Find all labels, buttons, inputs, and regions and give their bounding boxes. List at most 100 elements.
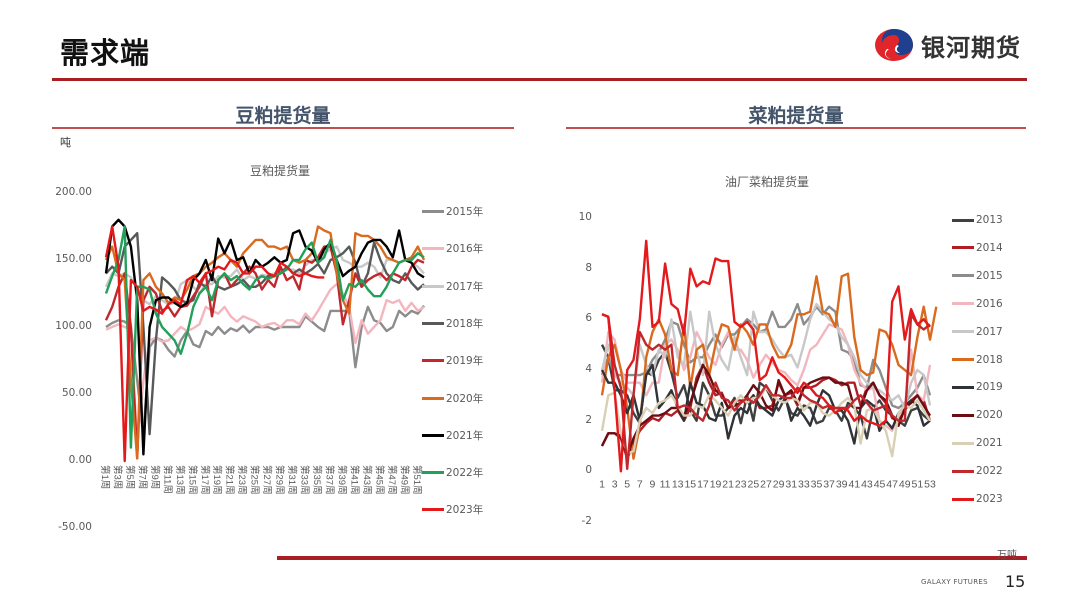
series-line-2019年 (104, 245, 425, 460)
legend-swatch (422, 359, 444, 363)
legend-swatch (422, 284, 444, 288)
section-divider-rapemeal (566, 127, 1026, 129)
legend-label: 2020 (976, 409, 1003, 422)
legend-swatch (952, 246, 974, 250)
section-title-soymeal: 豆粕提货量 (235, 105, 331, 127)
legend-label: 2020年 (446, 392, 484, 405)
x-tick-label: 第17周 (199, 465, 211, 495)
legend-label: 2013 (976, 214, 1003, 226)
legend-item: 2016 (952, 298, 1003, 310)
y-tick-label: -2 (581, 515, 592, 527)
x-tick-label: 15 (684, 478, 696, 490)
legend-item: 2021年 (422, 428, 483, 443)
legend-item: 2020年 (422, 391, 483, 406)
x-tick-label: 35 (811, 478, 823, 490)
x-tick-label: 33 (798, 478, 810, 490)
x-tick-label: 第11周 (161, 465, 173, 494)
y-tick-label: 0 (585, 464, 592, 477)
x-tick-label: 第51周 (411, 465, 423, 495)
legend-item: 2022 (952, 465, 1003, 477)
series-line-2022 (601, 313, 931, 470)
legend-item: 2015年 (422, 204, 483, 219)
legend-swatch (952, 497, 974, 501)
x-tick-label: 第15周 (186, 465, 198, 495)
legend-swatch (952, 274, 974, 278)
chart-title-rapemeal: 油厂菜粕提货量 (725, 175, 810, 189)
legend-item: 2017年 (422, 279, 483, 294)
x-tick-label: 第27周 (261, 465, 273, 495)
chart-title-soymeal: 豆粕提货量 (250, 164, 311, 178)
legend-label: 2016 (976, 297, 1003, 310)
legend-item: 2020 (952, 409, 1003, 421)
x-tick-label: 51 (912, 478, 924, 490)
footer-divider (277, 556, 1027, 560)
x-tick-label: 7 (637, 478, 643, 490)
section-divider-soymeal (52, 127, 514, 129)
y-tick-label: 200.00 (55, 186, 92, 198)
x-tick-label: 47 (886, 478, 898, 490)
legend-label: 2022 (976, 465, 1003, 478)
x-tick-label: 第35周 (311, 465, 323, 495)
legend-swatch (952, 413, 974, 417)
x-tick-label: 25 (748, 478, 760, 490)
x-tick-label: 第43周 (361, 465, 373, 495)
company-logo: 银河期货 (873, 27, 1021, 63)
legend-item: 2013 (952, 214, 1003, 226)
x-tick-label: 第19周 (211, 465, 223, 495)
x-tick-label: 21 (722, 478, 734, 490)
x-tick-label: 第1周 (99, 465, 111, 489)
x-tick-label: 第39周 (336, 465, 348, 495)
legend-item: 2019年 (422, 353, 483, 368)
x-tick-label: 5 (624, 478, 630, 490)
x-tick-label: 41 (848, 478, 860, 490)
legend-item: 2014 (952, 242, 1003, 254)
x-tick-label: 第29周 (274, 465, 286, 495)
y-tick-label: 10 (578, 211, 592, 223)
legend-item: 2022年 (422, 465, 483, 480)
legend-label: 2016年 (446, 243, 484, 256)
header-divider (52, 78, 1027, 81)
x-tick-label: 27 (760, 478, 772, 490)
x-tick-label: 第21周 (224, 465, 236, 495)
y-tick-label: 100.00 (55, 320, 92, 332)
y-tick-label: 50.00 (61, 387, 92, 399)
legend-swatch (422, 247, 444, 251)
legend-item: 2015 (952, 270, 1003, 282)
series-line-2016年 (105, 282, 425, 447)
unit-label-right: 万吨 (997, 550, 1017, 561)
y-tick-label: 8 (585, 261, 592, 274)
series-line-2020 (600, 363, 932, 458)
series-line-2022年 (104, 225, 425, 449)
legend-label: 2015年 (446, 206, 484, 218)
series-line-2023年 (104, 225, 325, 463)
x-tick-label: 第47周 (386, 465, 398, 495)
legend-label: 2019 (976, 381, 1003, 394)
legend-swatch (422, 433, 444, 437)
x-tick-label: 45 (874, 478, 886, 490)
x-tick-label: 11 (660, 478, 671, 490)
legend-swatch (952, 441, 974, 445)
x-tick-label: 第31周 (286, 465, 298, 495)
page-title: 需求端 (60, 36, 151, 70)
legend-item: 2016年 (422, 241, 483, 256)
y-tick-label: -50.00 (58, 521, 92, 533)
x-tick-label: 第13周 (174, 465, 186, 495)
series-line-2016 (600, 323, 932, 432)
x-tick-label: 31 (785, 478, 797, 490)
legend-swatch (952, 302, 974, 306)
galaxy-futures-logo-icon (875, 29, 913, 61)
legend-label: 2022年 (446, 467, 484, 480)
x-tick-label: 13 (672, 478, 684, 490)
x-tick-label: 第3周 (111, 465, 123, 489)
legend-swatch (422, 508, 444, 512)
legend-swatch (952, 469, 974, 473)
x-tick-label: 3 (612, 478, 618, 490)
legend-label: 2019年 (446, 355, 484, 368)
legend-item: 2018年 (422, 316, 483, 331)
legend-label: 2023年 (446, 504, 484, 517)
x-tick-label: 第37周 (323, 465, 335, 495)
x-tick-label: 第9周 (149, 465, 161, 489)
series-line-2018年 (105, 232, 425, 436)
